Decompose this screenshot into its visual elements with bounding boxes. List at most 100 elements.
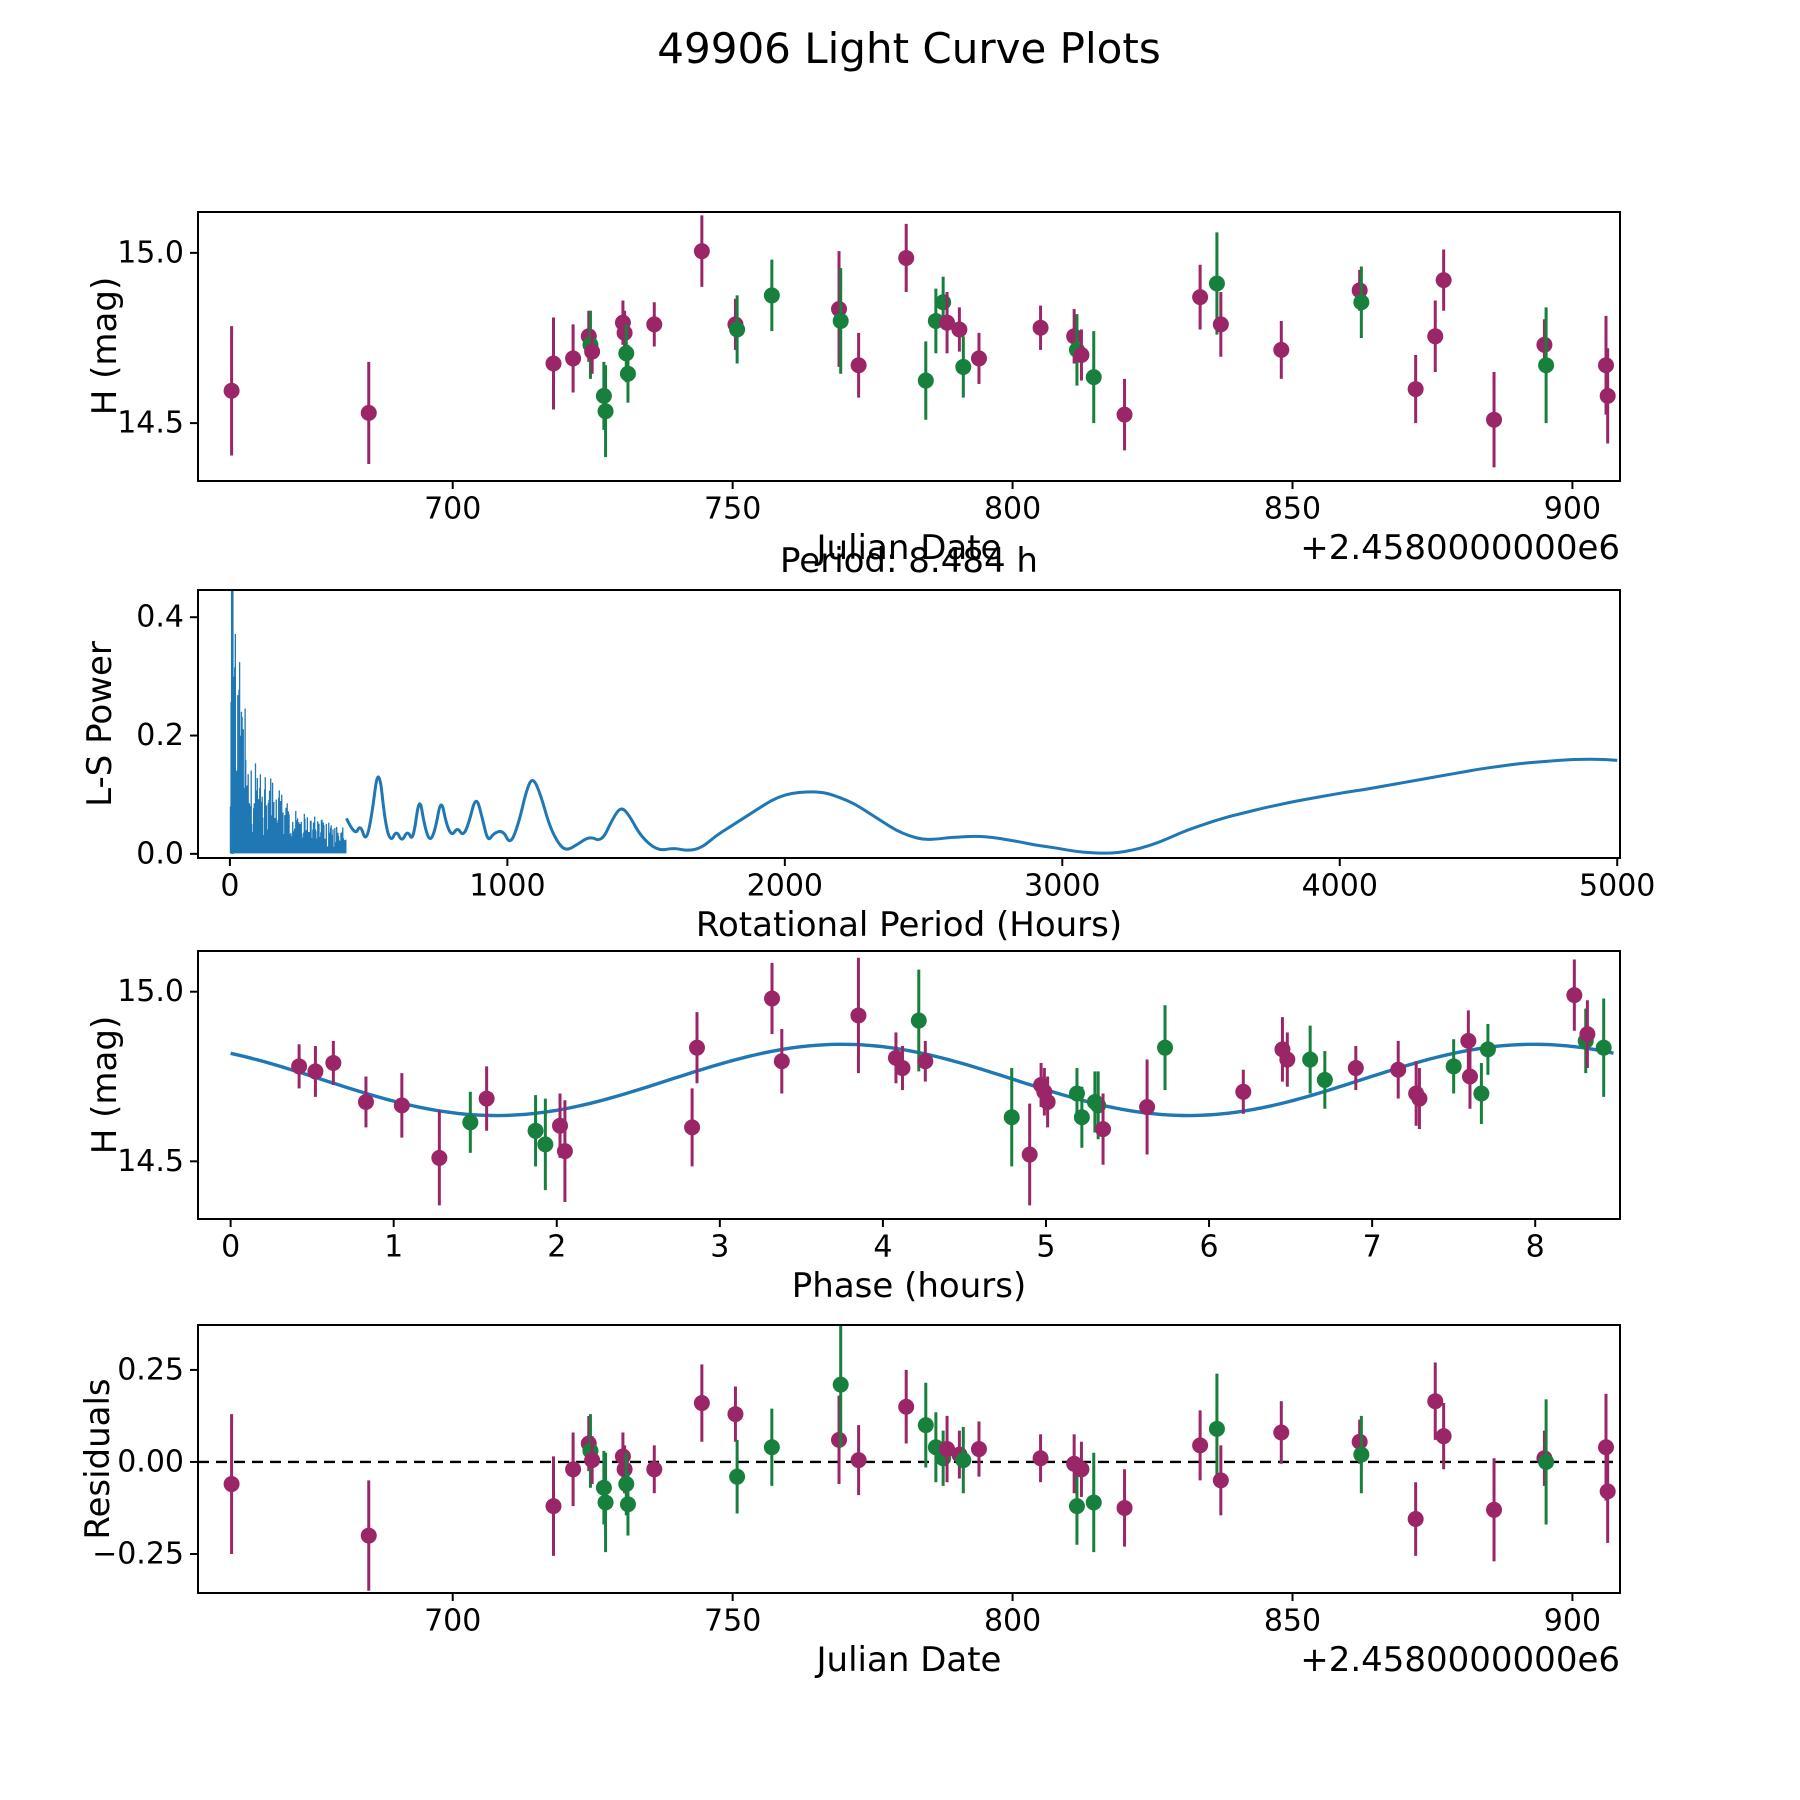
x-tick-label: 750 — [704, 1604, 761, 1639]
x-tick-label: 0 — [220, 869, 239, 904]
data-point — [1479, 1023, 1496, 1075]
panel-phase-plot-area — [230, 957, 1614, 1206]
data-point — [729, 295, 746, 364]
data-point — [1085, 331, 1102, 424]
data-point — [431, 1110, 448, 1206]
data-point — [1445, 1039, 1462, 1094]
data-point — [1353, 266, 1370, 338]
data-point — [595, 361, 612, 430]
data-point — [1538, 1399, 1555, 1525]
data-point — [1538, 307, 1555, 424]
data-point — [1279, 1032, 1296, 1087]
periodogram-title: Period: 8.484 h — [780, 541, 1038, 581]
data-point — [1486, 372, 1503, 468]
data-point — [1212, 292, 1229, 357]
x-tick-label: 700 — [424, 1604, 481, 1639]
panel-residuals: 700 750 800 850 900 0.25 0.00 −0.25 — [92, 1324, 1621, 1639]
x-tick-label: 700 — [424, 492, 481, 527]
data-point — [646, 1445, 663, 1494]
data-point — [850, 957, 867, 1074]
data-point — [1598, 1393, 1615, 1501]
x-tick-label: 7 — [1363, 1230, 1382, 1265]
data-point — [478, 1066, 495, 1131]
data-point — [597, 1452, 614, 1553]
data-point — [763, 259, 780, 332]
data-point — [970, 1421, 987, 1477]
data-point — [1599, 1439, 1616, 1543]
data-point — [619, 1472, 636, 1536]
data-point — [1347, 1045, 1364, 1091]
periodogram-curve — [345, 757, 1618, 855]
x-tick-label: 2000 — [747, 869, 823, 904]
data-point — [684, 1088, 701, 1167]
panel-lightcurve: 700 750 800 850 900 15.0 14.5 — [117, 211, 1621, 527]
x-tick-label: 750 — [704, 492, 761, 527]
y-tick-label: 0.0 — [136, 836, 184, 871]
data-point — [693, 1364, 710, 1442]
axes-spines — [197, 211, 1621, 482]
x-tick-label: 3 — [710, 1230, 729, 1265]
panel-residuals-plot-area — [198, 1325, 1620, 1591]
data-point — [850, 1425, 867, 1496]
axes-spines — [197, 1324, 1621, 1594]
data-point — [1116, 378, 1133, 451]
data-point — [223, 1414, 240, 1554]
x-tick-label: 850 — [1264, 1604, 1321, 1639]
data-point — [1073, 1086, 1090, 1148]
data-point — [910, 969, 927, 1072]
data-point — [917, 341, 934, 420]
panel-periodogram: 0 1000 2000 3000 4000 5000 0.0 0.2 0.4 — [136, 589, 1655, 904]
data-point — [729, 1439, 746, 1514]
y-tick-label: 14.5 — [117, 406, 184, 441]
fit-curve — [230, 1042, 1614, 1118]
data-point — [939, 1415, 956, 1483]
data-point — [1579, 1000, 1596, 1069]
data-point — [325, 1040, 342, 1085]
y-tick-label: 0.00 — [117, 1444, 184, 1479]
data-point — [1427, 1362, 1444, 1440]
data-point — [556, 1100, 573, 1203]
y-tick-label: 0.25 — [117, 1352, 184, 1387]
data-point — [1157, 1005, 1174, 1091]
data-point — [1235, 1069, 1252, 1114]
data-point — [1116, 1469, 1133, 1547]
data-point — [584, 1436, 601, 1485]
data-point — [565, 1432, 582, 1507]
data-point — [1032, 1434, 1049, 1483]
y-tick-label: −0.25 — [92, 1536, 184, 1571]
data-point — [1435, 249, 1452, 311]
y-tick-label: 15.0 — [117, 974, 184, 1009]
data-point — [831, 251, 848, 367]
data-point — [527, 1095, 544, 1167]
panel-phase: 0 1 2 3 4 5 6 7 8 15.0 14.5 — [117, 950, 1621, 1265]
data-point — [970, 332, 987, 384]
data-point — [832, 268, 849, 374]
data-point — [545, 317, 562, 410]
data-point — [955, 1426, 972, 1494]
y-tick-label: 0.2 — [136, 718, 184, 753]
x-tick-label: 900 — [1544, 1604, 1601, 1639]
x-tick-label: 4 — [873, 1230, 892, 1265]
ylabel-periodogram: L-S Power — [80, 641, 120, 807]
data-point — [1273, 320, 1290, 379]
data-point — [763, 1408, 780, 1486]
y-tick-label: 14.5 — [117, 1144, 184, 1179]
data-point — [565, 324, 582, 393]
x-tick-label: 800 — [984, 1604, 1041, 1639]
data-point — [1595, 998, 1612, 1097]
data-point — [595, 1450, 612, 1525]
data-point — [1139, 1059, 1156, 1155]
data-point — [1073, 1441, 1090, 1497]
data-point — [1032, 305, 1049, 350]
data-point — [850, 332, 867, 398]
x-tick-label: 6 — [1200, 1230, 1219, 1265]
data-point — [1473, 1062, 1490, 1125]
data-point — [1427, 300, 1444, 373]
data-point — [898, 1369, 915, 1444]
data-point — [935, 1430, 952, 1486]
axes-spines — [197, 589, 1621, 859]
data-point — [1302, 1025, 1319, 1094]
data-point — [357, 1076, 374, 1128]
y-tick-label: 0.4 — [136, 600, 184, 635]
data-point — [1085, 1452, 1102, 1553]
